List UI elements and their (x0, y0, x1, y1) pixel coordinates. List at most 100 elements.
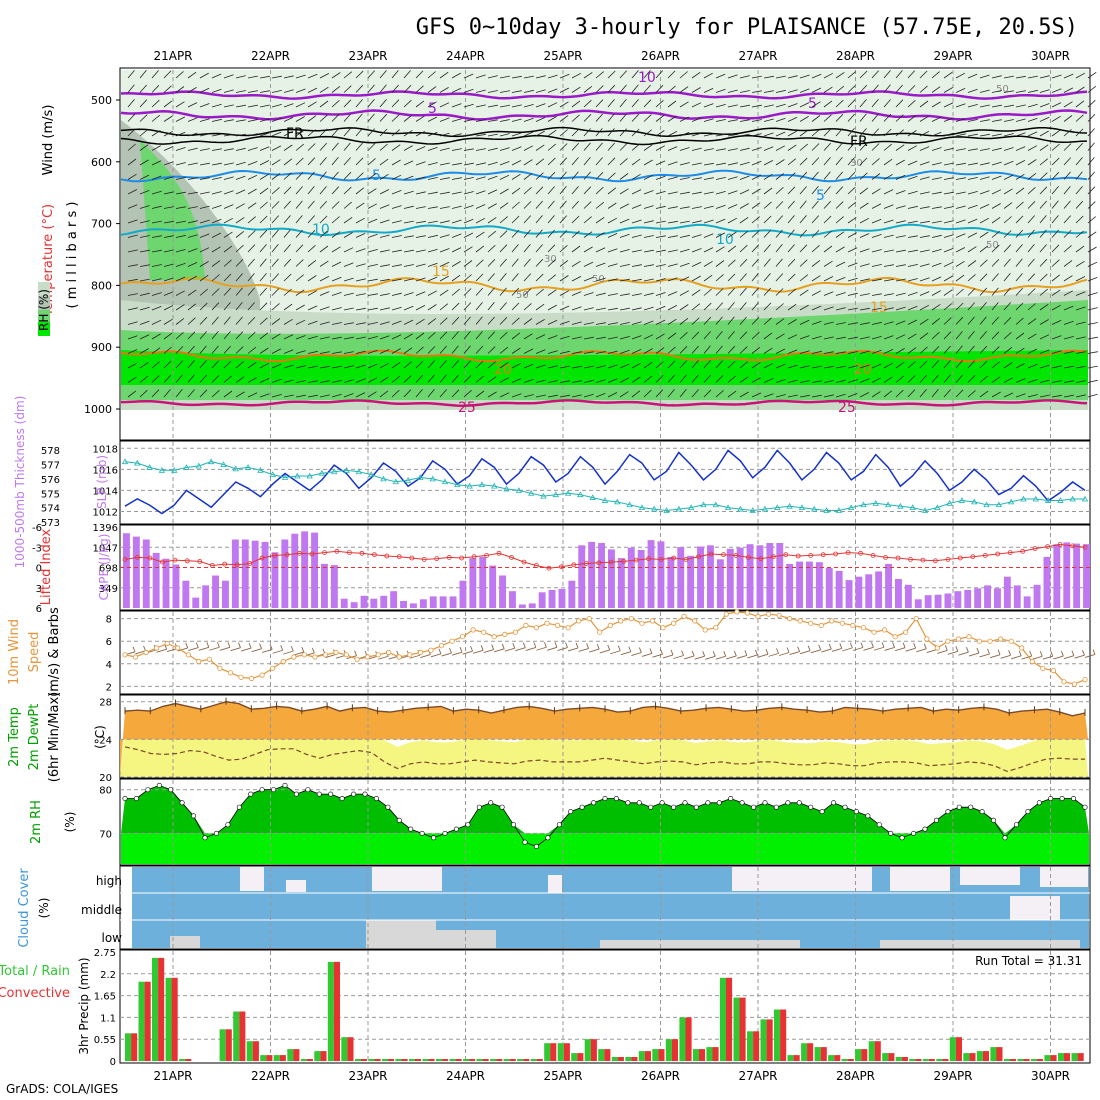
lifted-index-point (671, 555, 676, 561)
wind-barb (187, 331, 196, 340)
wind-barb (967, 133, 978, 137)
precip-total-bar (179, 1059, 186, 1061)
wind-barb (211, 218, 222, 224)
date-label-top: 29APR (933, 49, 972, 63)
wind-barb (415, 115, 425, 122)
wind-barb (619, 278, 630, 282)
wind-barb (631, 390, 641, 398)
wind-barb (547, 380, 558, 383)
wind-barb (583, 276, 594, 282)
wind-barb (919, 263, 930, 267)
wind-barb (1063, 336, 1074, 340)
wind-barb (571, 72, 581, 79)
wind-barb (283, 215, 291, 224)
rh2m-point (396, 817, 402, 823)
wind-barb (739, 331, 748, 340)
wind-barb (739, 259, 748, 267)
wind-barb (979, 360, 988, 369)
wind-barb (763, 229, 772, 238)
wind-barb (787, 319, 797, 325)
wind-barb (727, 390, 737, 398)
wind-barb (655, 264, 666, 267)
rh2m-point (1013, 822, 1019, 828)
wind10-speed-point (428, 647, 434, 653)
wind-barb (1051, 394, 1062, 398)
thickness-point (1081, 495, 1089, 502)
wind-barb (571, 351, 582, 354)
wind10-barb (567, 647, 579, 652)
thickness-point (441, 478, 449, 485)
wind-barb (739, 230, 749, 238)
wind10-speed-point (913, 615, 919, 622)
cape-bar (608, 549, 615, 608)
wind-barb (775, 318, 785, 325)
wind-barb (499, 147, 510, 151)
wind-barb (487, 161, 498, 166)
wind-barb (271, 244, 279, 253)
precip-total-bar (503, 1059, 510, 1061)
rh2m-point (339, 795, 345, 801)
wind10-speed-point (966, 634, 972, 640)
wind-barb (343, 365, 354, 369)
wind-barb (427, 131, 438, 137)
wind-barb (223, 119, 234, 122)
wind-barb (559, 350, 570, 354)
wind-barb (199, 288, 208, 296)
date-label-bottom: 25APR (543, 1069, 582, 1083)
wind-barb (679, 332, 688, 340)
wind10-barb (1032, 655, 1043, 660)
wind10-speed-point (227, 670, 234, 676)
wind-barb (787, 288, 796, 296)
wind-barb (931, 147, 942, 151)
temp2m-axis-units: (°C) (93, 725, 107, 749)
wind-barb (775, 394, 786, 398)
wind-barb (547, 143, 556, 151)
wind-barb (835, 322, 846, 325)
lifted-index-point (371, 552, 377, 558)
wind-barb (607, 336, 618, 340)
wind-barb (871, 307, 882, 311)
thickness-point (121, 458, 129, 465)
wind-barb (463, 260, 473, 267)
wind-barb (271, 258, 279, 267)
wind-barb (487, 119, 498, 122)
temperature-contour (120, 276, 1088, 294)
wind-barb (535, 303, 545, 311)
wind-barb (1003, 216, 1012, 224)
wind-barb (595, 157, 603, 166)
wind-barb (907, 292, 918, 296)
wind-barb (559, 186, 567, 195)
wind-barb (535, 229, 543, 238)
wind-barb (895, 190, 906, 195)
wind-barb (523, 363, 534, 369)
wind-barb (355, 172, 364, 180)
wind-barb (319, 365, 330, 369)
wind-barb (595, 99, 604, 108)
wind-barb (187, 87, 197, 93)
wind-barb (379, 234, 390, 238)
rh2m-point (716, 800, 722, 806)
wind-barb (943, 147, 954, 151)
wind-barb (595, 336, 606, 340)
wind-barb (415, 85, 424, 93)
wind-barb (919, 115, 929, 122)
precip-total-bar (544, 1043, 551, 1061)
wind-barb (463, 360, 471, 369)
lifted-index-point (895, 555, 901, 561)
wind10-barb-flag (238, 642, 241, 648)
wind-barb (847, 99, 856, 108)
wind-barb (679, 304, 689, 311)
wind-barb (811, 215, 819, 224)
wind-barb (739, 133, 750, 137)
wind-barb (571, 321, 582, 325)
wind-barb (439, 317, 448, 325)
wind-barb (859, 293, 870, 296)
wind-barb (619, 158, 628, 166)
wind-barb (679, 346, 688, 354)
wind-barb (367, 336, 378, 340)
wind-barb (499, 161, 510, 166)
wind-barb (211, 191, 222, 195)
wind-barb (427, 304, 437, 311)
lifted-index-point (209, 563, 215, 568)
wind-barb (739, 244, 748, 253)
